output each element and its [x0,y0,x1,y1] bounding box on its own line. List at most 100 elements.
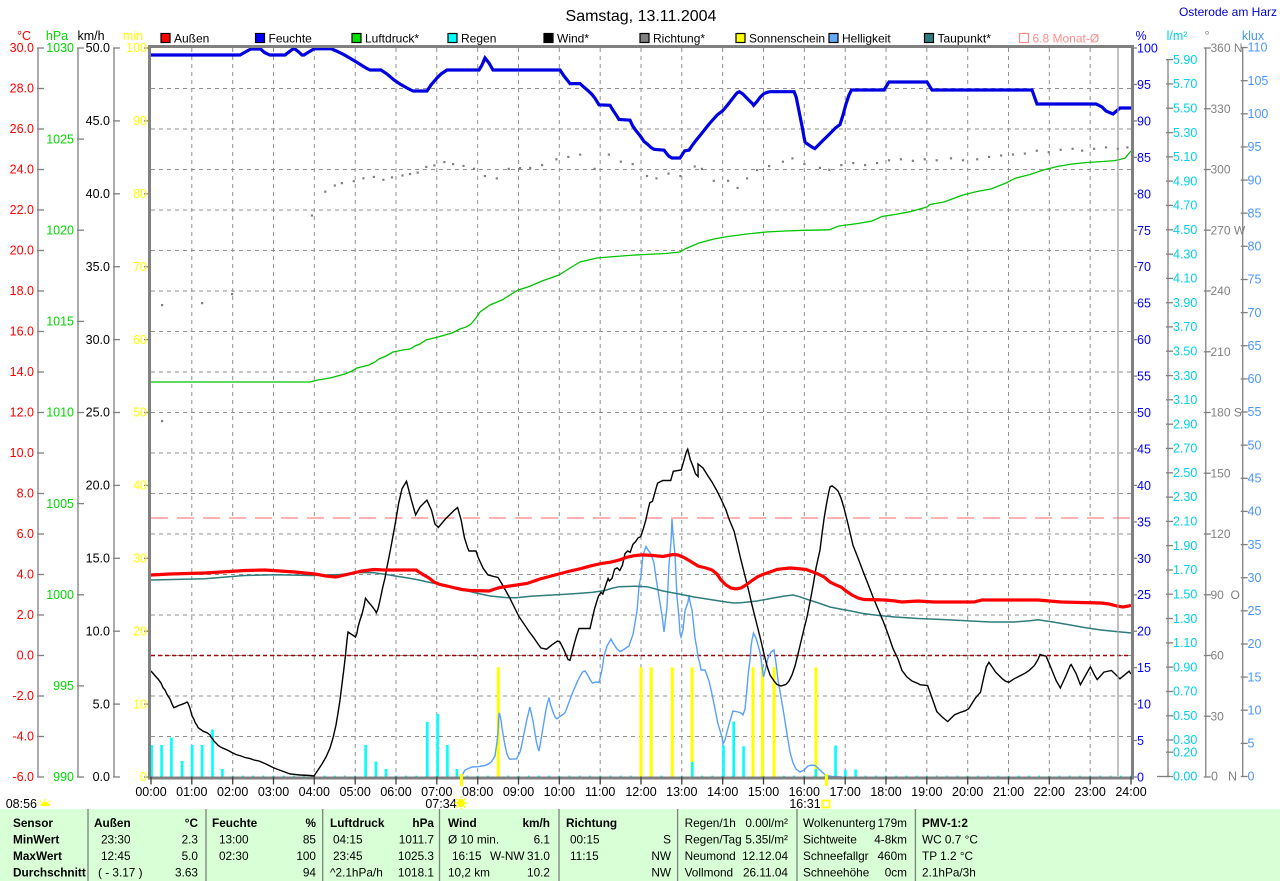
svg-text:55: 55 [1248,405,1262,419]
svg-text:03:00: 03:00 [258,785,289,799]
svg-text:85: 85 [1248,206,1262,220]
svg-text:10,2 km: 10,2 km [448,866,490,880]
svg-text:08:56: 08:56 [6,797,37,811]
svg-text:1.10: 1.10 [1173,636,1197,650]
svg-text:2.90: 2.90 [1173,417,1197,431]
svg-text:5.70: 5.70 [1173,77,1197,91]
svg-text:Regen/1h: Regen/1h [685,816,736,830]
svg-text:270 W: 270 W [1211,223,1246,237]
svg-text:°C: °C [185,816,199,830]
svg-text:Sensor: Sensor [13,816,53,830]
svg-text:%: % [1135,29,1146,43]
svg-text:15:00: 15:00 [748,785,779,799]
svg-text:16:00: 16:00 [789,785,820,799]
svg-text:360 N: 360 N [1211,41,1243,55]
svg-text:1.70: 1.70 [1173,563,1197,577]
svg-text:01:00: 01:00 [176,785,207,799]
svg-text:1010: 1010 [46,406,74,420]
svg-text:2.1hPa/3h: 2.1hPa/3h [922,866,976,880]
svg-text:4.30: 4.30 [1173,247,1197,261]
svg-text:00:00: 00:00 [135,785,166,799]
svg-text:30.0: 30.0 [10,41,34,55]
svg-text:21:00: 21:00 [993,785,1024,799]
svg-text:19:00: 19:00 [911,785,942,799]
svg-text:40: 40 [1137,479,1151,493]
svg-text:18.0: 18.0 [10,284,34,298]
svg-text:Sonnenschein: Sonnenschein [749,32,825,46]
svg-text:26.0: 26.0 [10,122,34,136]
svg-text:Feuchte: Feuchte [212,816,258,830]
svg-text:09:00: 09:00 [503,785,534,799]
svg-text:0.70: 0.70 [1173,685,1197,699]
svg-text:1015: 1015 [46,315,74,329]
svg-text:6.1: 6.1 [534,833,550,847]
svg-text:5.35l/m²: 5.35l/m² [745,833,788,847]
svg-text:l/m²: l/m² [1167,29,1188,43]
svg-text:1018.1: 1018.1 [398,866,434,880]
svg-text:4.50: 4.50 [1173,223,1197,237]
svg-text:16:31: 16:31 [789,797,820,811]
svg-text:0cm: 0cm [885,866,907,880]
svg-text:4.0: 4.0 [17,568,34,582]
svg-text:80: 80 [133,187,147,201]
svg-text:60: 60 [1211,649,1225,663]
svg-text:5.0: 5.0 [93,697,110,711]
svg-text:km/h: km/h [522,816,550,830]
svg-text:1000: 1000 [46,588,74,602]
svg-text:0.0: 0.0 [93,770,110,784]
svg-text:13:00: 13:00 [666,785,697,799]
svg-text:Richtung: Richtung [566,816,617,830]
svg-text:240: 240 [1211,284,1231,298]
svg-text:02:30: 02:30 [219,849,249,863]
svg-text:45.0: 45.0 [86,114,110,128]
svg-text:35: 35 [1248,538,1262,552]
svg-text:35.0: 35.0 [86,260,110,274]
svg-text:26.11.04: 26.11.04 [743,866,788,880]
svg-text:14.0: 14.0 [10,365,34,379]
svg-text:20.0: 20.0 [86,479,110,493]
svg-text:24:00: 24:00 [1115,785,1146,799]
svg-text:85: 85 [1137,151,1151,165]
svg-text:1.30: 1.30 [1173,612,1197,626]
svg-text:2.70: 2.70 [1173,442,1197,456]
svg-text:94: 94 [303,866,317,880]
svg-text:50: 50 [133,406,147,420]
svg-text:20: 20 [133,624,147,638]
svg-text:120: 120 [1211,527,1231,541]
svg-text:Regen/Tag: Regen/Tag [685,833,742,847]
svg-text:50.0: 50.0 [86,41,110,55]
svg-text:Luftdruck*: Luftdruck* [365,32,419,46]
svg-text:6.8 Monat-Ø: 6.8 Monat-Ø [1033,32,1100,46]
svg-text:Durchschnitt: Durchschnitt [13,866,86,880]
svg-text:65: 65 [1137,297,1151,311]
svg-text:3.63: 3.63 [175,866,198,880]
svg-text:-6.0: -6.0 [12,770,34,784]
svg-text:MaxWert: MaxWert [13,849,62,863]
svg-text:90 O: 90 O [1211,588,1240,602]
svg-text:40.0: 40.0 [86,187,110,201]
svg-text:15.0: 15.0 [86,552,110,566]
svg-text:95: 95 [1248,140,1262,154]
svg-text:85: 85 [303,833,317,847]
svg-text:23:30: 23:30 [101,833,131,847]
svg-text:04:00: 04:00 [299,785,330,799]
svg-text:°: ° [1205,29,1210,43]
svg-text:25: 25 [1137,588,1151,602]
svg-text:12:00: 12:00 [625,785,656,799]
svg-text:23:45: 23:45 [333,849,363,863]
svg-text:1025: 1025 [46,132,74,146]
svg-text:5.90: 5.90 [1173,53,1197,67]
svg-text:PMV-1:2: PMV-1:2 [922,816,968,830]
svg-text:60: 60 [133,333,147,347]
svg-text:WC 0.7 °C: WC 0.7 °C [922,833,978,847]
svg-text:30: 30 [133,552,147,566]
svg-text:07:34: 07:34 [425,797,456,811]
svg-text:80: 80 [1137,187,1151,201]
svg-text:Feuchte: Feuchte [269,32,313,46]
svg-text:0.50: 0.50 [1173,709,1197,723]
svg-text:%: % [306,816,317,830]
svg-text:330: 330 [1211,102,1231,116]
svg-text:Sichtweite: Sichtweite [803,833,857,847]
svg-text:1.90: 1.90 [1173,539,1197,553]
svg-text:0.90: 0.90 [1173,660,1197,674]
